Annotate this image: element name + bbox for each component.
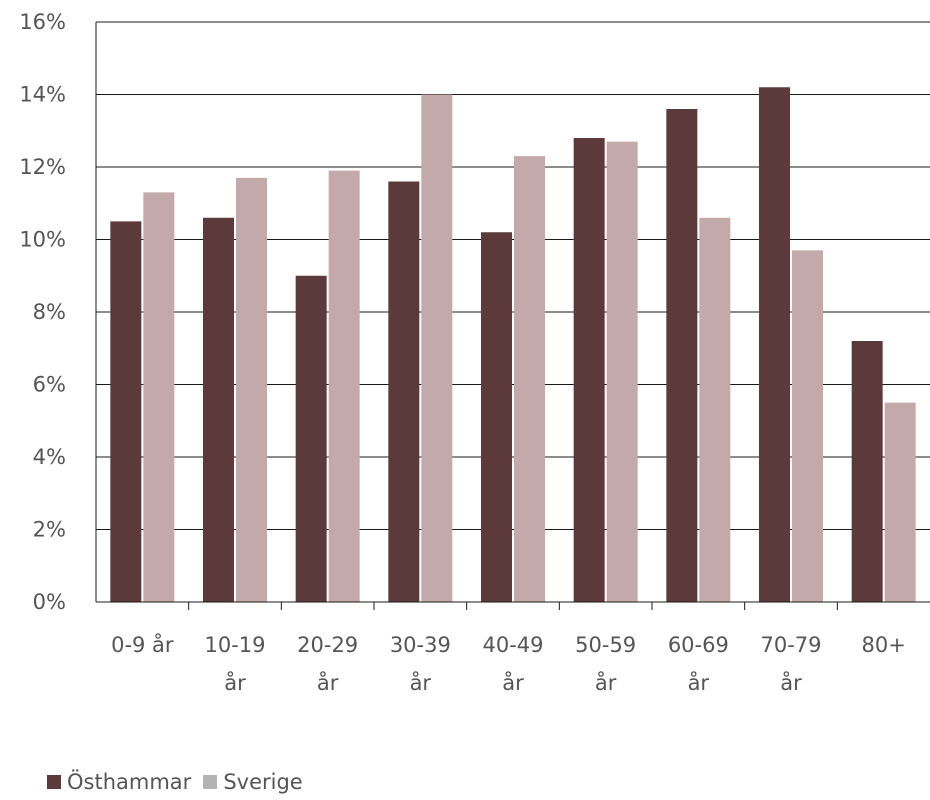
legend-swatch-osthammar xyxy=(47,775,61,789)
x-tick-label: 20-29 xyxy=(297,633,358,657)
y-tick-label: 0% xyxy=(33,590,66,614)
bar-sverige xyxy=(792,250,823,602)
bar-osthammar xyxy=(759,87,790,602)
y-tick-label: 8% xyxy=(33,300,66,324)
bar-osthammar xyxy=(851,341,883,602)
bar-osthammar xyxy=(481,232,512,602)
gridlines xyxy=(96,21,930,530)
x-tick-label: 50-59 xyxy=(575,633,636,657)
legend-label-osthammar: Östhammar xyxy=(67,770,192,794)
x-tick-label: 40-49 xyxy=(482,633,543,657)
x-tick-label: år xyxy=(410,670,432,695)
x-tick-label: 30-39 xyxy=(390,633,451,657)
bars xyxy=(110,87,916,602)
x-tick-label: år xyxy=(502,670,524,695)
bar-chart: 0% 2% 4% 6% 8% 10% 12% 14% 16% 0-9 år 10-19 år 20-2… xyxy=(19,10,930,695)
legend-swatch-sverige xyxy=(203,775,218,789)
bar-osthammar xyxy=(110,221,142,602)
bar-sverige xyxy=(236,177,267,602)
y-tick-label: 14% xyxy=(19,83,66,107)
legend: Östhammar Sverige xyxy=(47,770,315,794)
legend-item-osthammar: Östhammar xyxy=(47,770,191,794)
y-tick-label: 6% xyxy=(33,373,66,397)
x-tick-label: 0-9 år xyxy=(111,632,174,657)
x-tick-labels: 0-9 år 10-19 år 20-29 år 30-39 år 40-49 år 50-59 å… xyxy=(111,632,906,695)
bar-sverige xyxy=(421,94,453,602)
bar-sverige xyxy=(606,141,638,602)
x-tick-label: 60-69 xyxy=(668,633,729,657)
bar-osthammar xyxy=(388,181,420,602)
x-tick-label: år xyxy=(688,670,710,695)
bar-osthammar xyxy=(573,138,605,602)
x-tick-label: 80+ xyxy=(862,633,906,657)
bar-sverige xyxy=(143,192,175,602)
y-tick-label: 2% xyxy=(33,518,66,542)
bar-sverige xyxy=(328,170,360,602)
x-tick-label: år xyxy=(595,670,617,695)
y-tick-label: 12% xyxy=(19,155,66,179)
bar-sverige xyxy=(514,156,545,602)
bar-osthammar xyxy=(203,217,234,602)
bar-osthammar xyxy=(666,109,698,602)
y-tick-labels: 0% 2% 4% 6% 8% 10% 12% 14% 16% xyxy=(19,10,66,614)
y-tick-label: 16% xyxy=(19,10,66,34)
x-tick-label: 70-79 xyxy=(760,633,821,657)
bar-sverige xyxy=(699,217,731,602)
bar-sverige xyxy=(884,402,916,602)
x-tick-label: år xyxy=(780,670,802,695)
legend-item-sverige: Sverige xyxy=(203,770,303,794)
bar-osthammar xyxy=(295,275,327,602)
y-tick-label: 4% xyxy=(33,445,66,469)
x-tick-label: år xyxy=(224,670,246,695)
legend-label-sverige: Sverige xyxy=(223,770,303,794)
x-tick-label: 10-19 xyxy=(204,633,265,657)
x-tick-label: år xyxy=(317,670,339,695)
y-tick-label: 10% xyxy=(19,228,66,252)
axes xyxy=(95,22,930,610)
